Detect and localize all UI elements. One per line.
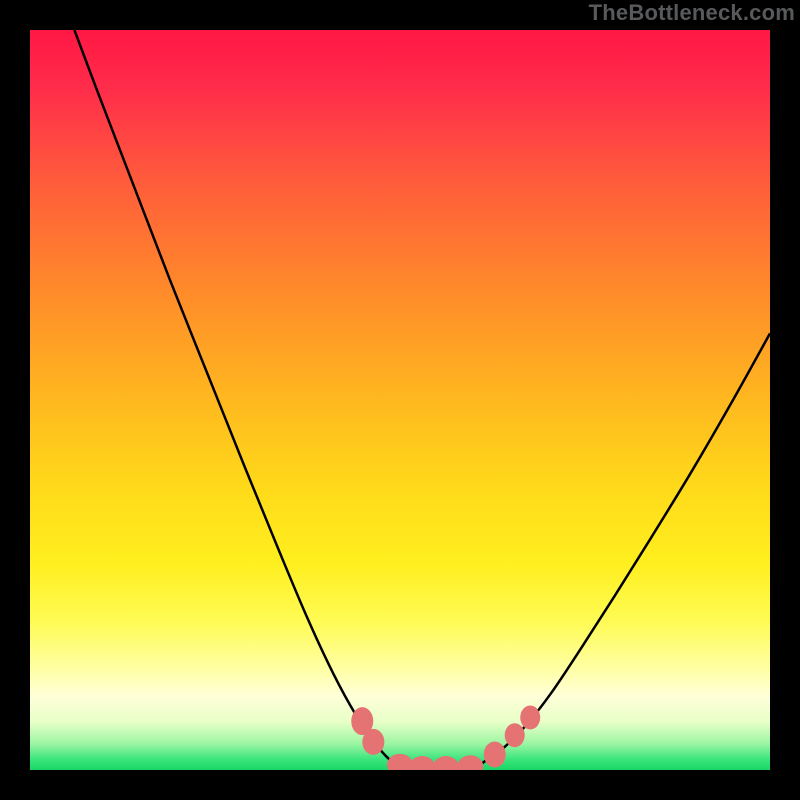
curve-marker — [362, 729, 384, 755]
chart-container: TheBottleneck.com — [0, 0, 800, 800]
plot-background — [30, 30, 770, 770]
curve-marker — [505, 723, 525, 747]
curve-marker — [520, 705, 540, 729]
curve-marker — [484, 741, 506, 767]
watermark-text: TheBottleneck.com — [589, 0, 795, 26]
plot-area — [30, 30, 770, 770]
